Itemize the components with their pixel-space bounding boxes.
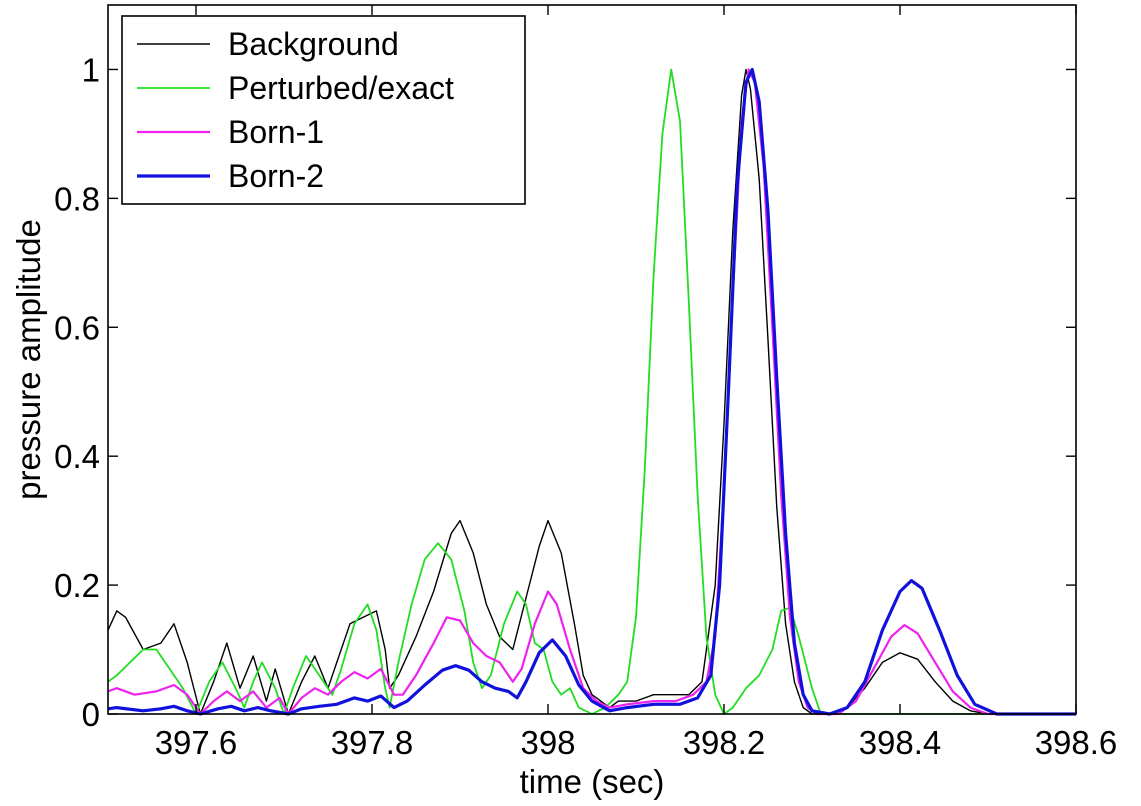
x-axis-label: time (sec) (520, 763, 665, 800)
y-tick-label: 0.8 (54, 180, 100, 217)
series-line-born-2 (107, 67, 1076, 716)
y-tick-label: 0.4 (54, 438, 100, 475)
legend-box (121, 15, 526, 205)
x-tick-label: 398 (520, 724, 575, 761)
legend-label: Born-2 (228, 158, 324, 194)
y-axis-label: pressure amplitude (10, 219, 47, 500)
y-tick-label: 0 (82, 696, 100, 733)
axis-ticks: 397.6 397.8 398 398.2 398.4 398.6 0 0.2 0.4 0.6 0.… (54, 5, 1117, 761)
legend: Background Perturbed/exact Born-1 Born-2 (121, 15, 526, 205)
plot-area (107, 67, 1076, 716)
x-tick-label: 398.6 (1035, 724, 1118, 761)
y-tick-label: 0.6 (54, 309, 100, 346)
x-tick-label: 398.4 (859, 724, 942, 761)
legend-label: Born-1 (228, 114, 324, 150)
y-tick-label: 0.2 (54, 567, 100, 604)
y-tick-label: 1 (82, 51, 100, 88)
series-line-background (107, 68, 1076, 715)
x-tick-label: 397.6 (155, 724, 238, 761)
x-tick-label: 397.8 (331, 724, 414, 761)
legend-label: Background (228, 26, 399, 62)
x-tick-label: 398.2 (683, 724, 766, 761)
axes-frame (107, 4, 1077, 715)
legend-label: Perturbed/exact (228, 70, 454, 106)
